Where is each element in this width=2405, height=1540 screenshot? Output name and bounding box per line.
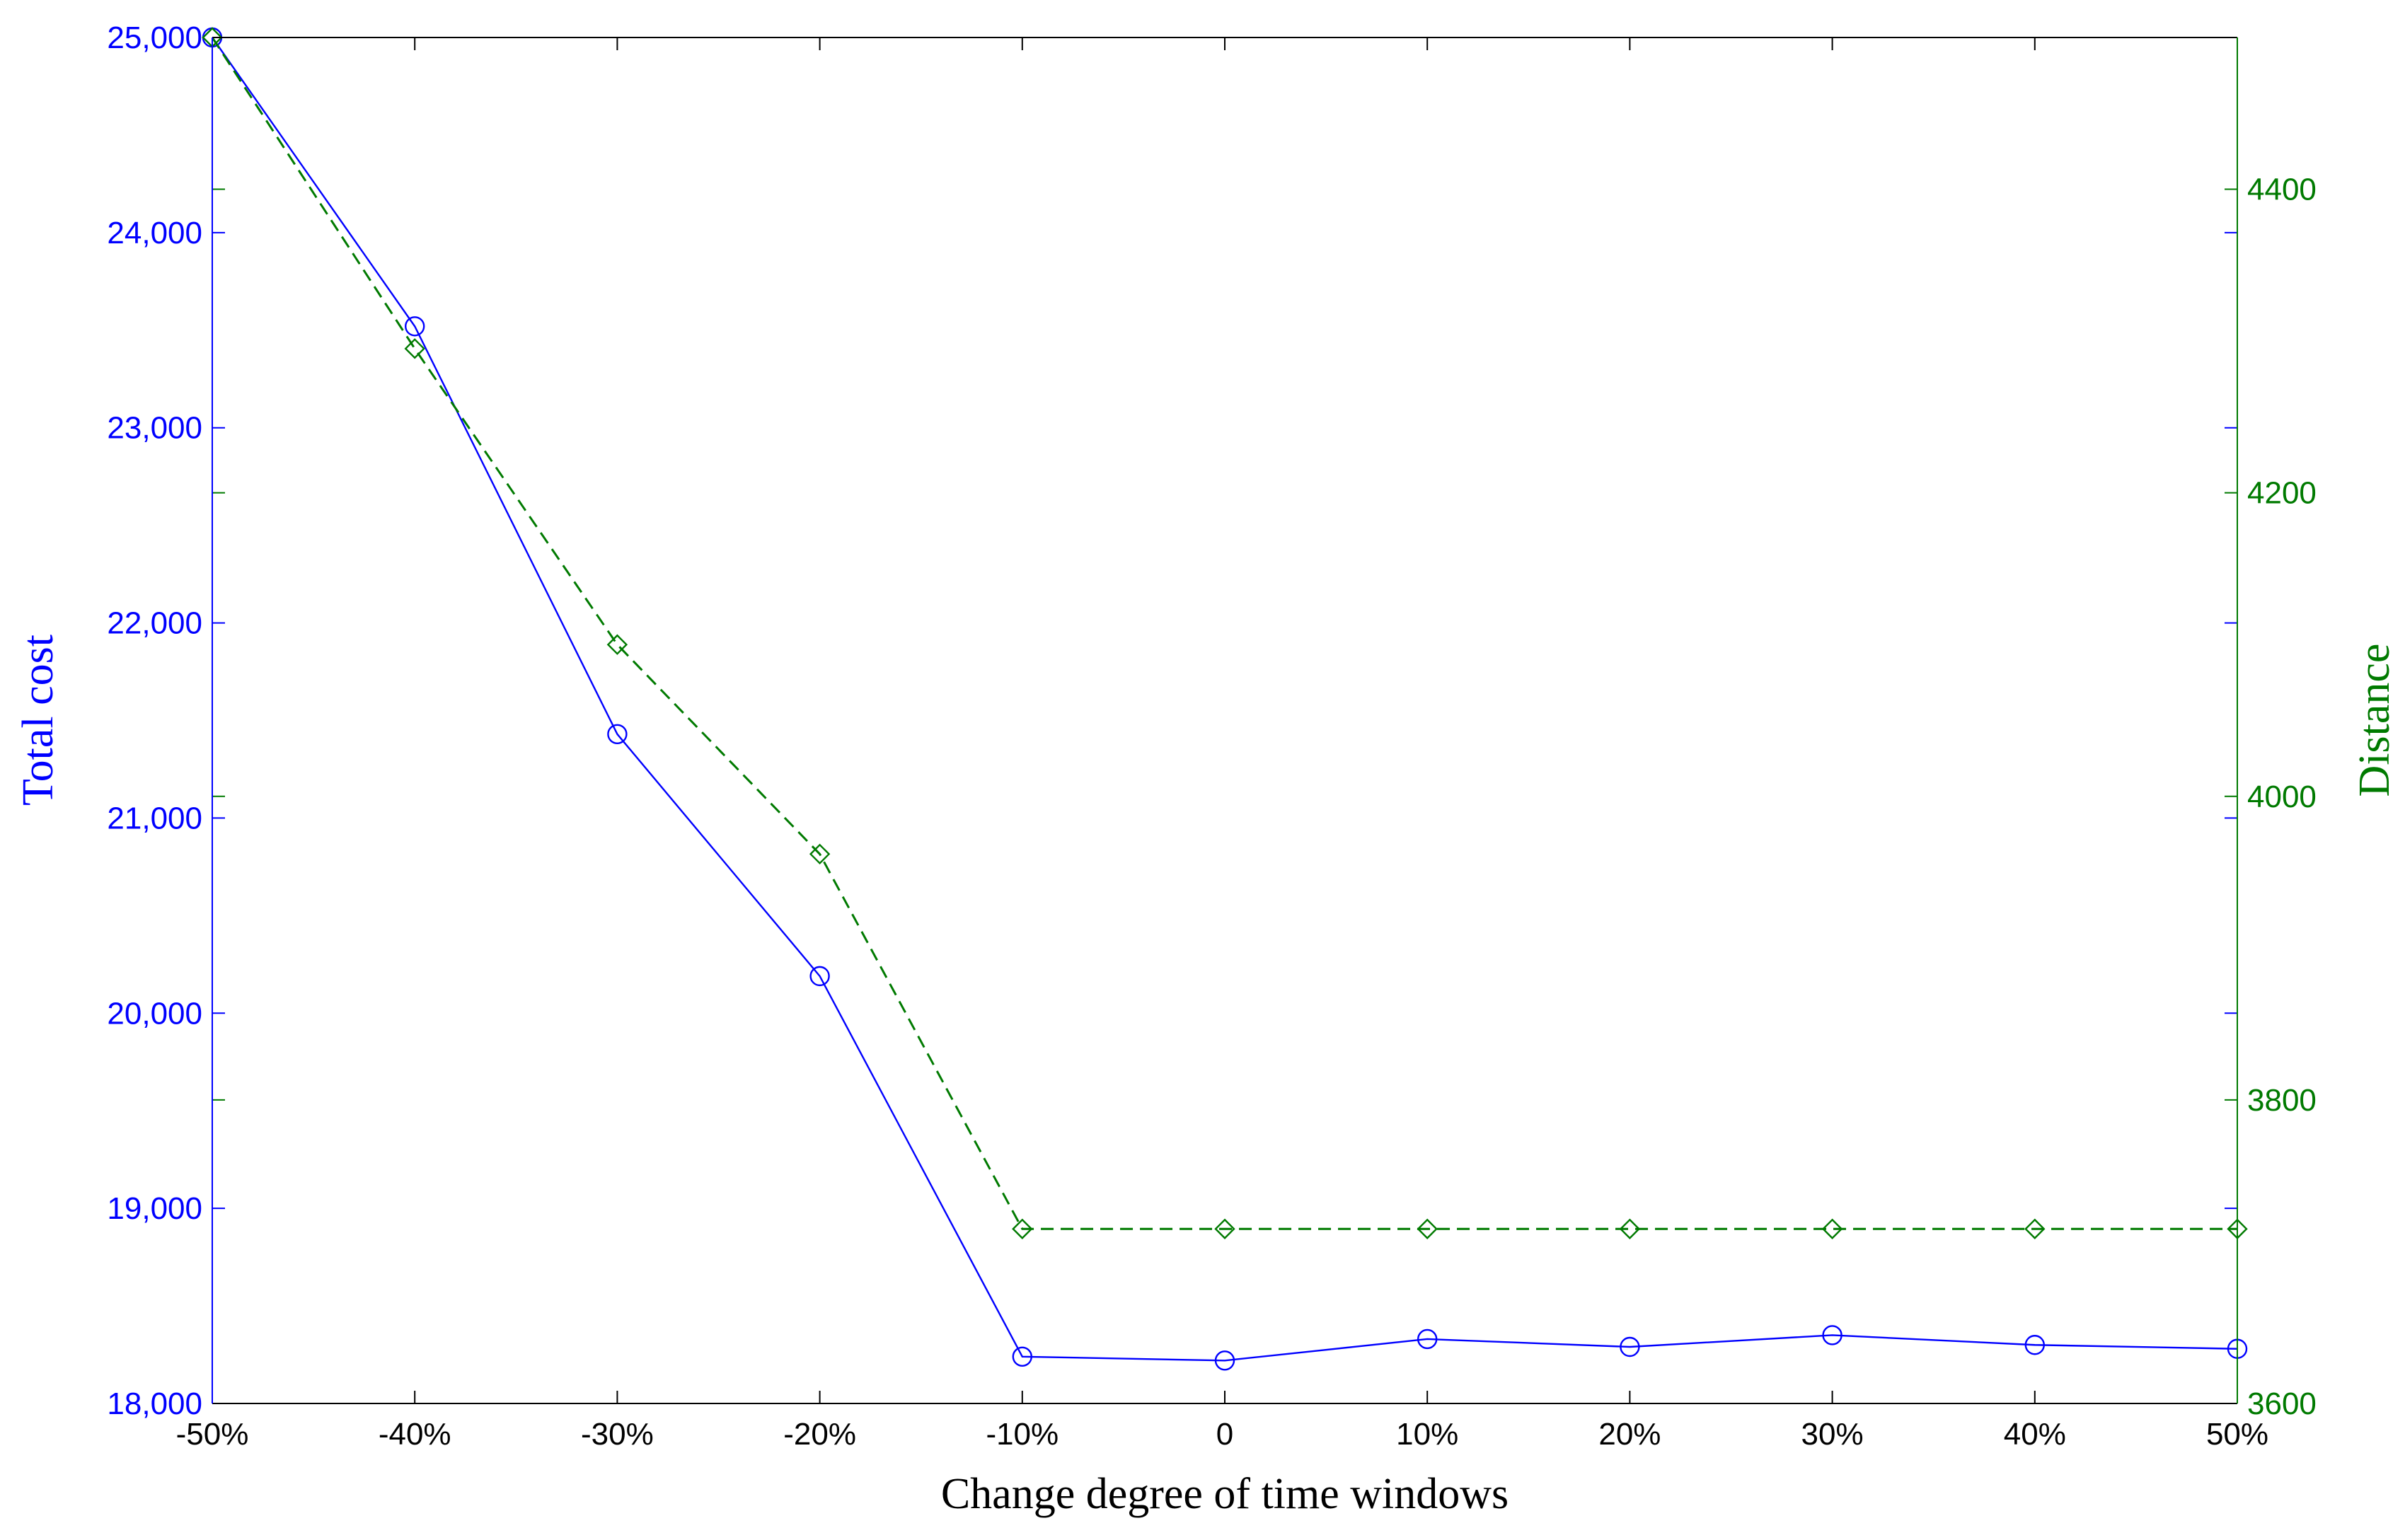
x-tick-label: -50% xyxy=(176,1417,249,1452)
labels-layer: -50% -40% -30% -20% -10% 0 10% 20% 30% 40% 50% 18,0… xyxy=(107,21,2316,1452)
series-point-circle xyxy=(1214,1350,1235,1371)
series-point-circle xyxy=(405,316,425,337)
series-point-circle xyxy=(809,966,830,987)
x-tick-label: 20% xyxy=(1598,1417,1661,1452)
x-tick-label: 50% xyxy=(2206,1417,2268,1452)
series-point-diamond xyxy=(1821,1218,1843,1239)
left-tick-label: 21,000 xyxy=(107,801,202,835)
right-tick-label: 4400 xyxy=(2247,173,2317,207)
series-point-diamond xyxy=(1417,1218,1438,1239)
x-tick-label: -20% xyxy=(783,1417,856,1452)
series-point-diamond xyxy=(2024,1218,2046,1239)
series-point-circle xyxy=(1822,1325,1842,1345)
x-tick-label: -40% xyxy=(379,1417,451,1452)
left-tick-label: 25,000 xyxy=(107,21,202,55)
series-point-diamond xyxy=(606,634,628,655)
x-tick-label: 0 xyxy=(1216,1417,1233,1452)
x-tick-label: -30% xyxy=(581,1417,654,1452)
series-point-diamond xyxy=(404,338,425,359)
series-point-diamond xyxy=(1012,1218,1033,1239)
series-line-left xyxy=(212,37,2238,1362)
x-tick-label: -10% xyxy=(986,1417,1059,1452)
series-point-circle xyxy=(2024,1335,2046,1355)
right-tick-label: 3800 xyxy=(2247,1083,2317,1118)
series-point-circle xyxy=(1417,1328,1438,1350)
left-tick-label: 22,000 xyxy=(107,606,202,641)
series-point-diamond xyxy=(1619,1218,1641,1239)
series-point-circle xyxy=(607,724,628,745)
left-tick-label: 19,000 xyxy=(107,1191,202,1226)
series-point-diamond xyxy=(809,843,831,865)
x-tick-label: 40% xyxy=(2004,1417,2066,1452)
right-tick-label: 4000 xyxy=(2247,780,2317,814)
right-axis-title: Distance xyxy=(2351,644,2399,797)
plot-area xyxy=(212,37,2237,1403)
series-point-circle xyxy=(1620,1336,1640,1357)
series-point-circle xyxy=(1012,1346,1033,1367)
left-tick-label: 18,000 xyxy=(107,1386,202,1421)
left-axis-title: Total cost xyxy=(14,635,62,806)
x-axis-title: Change degree of time windows xyxy=(941,1470,1509,1518)
x-tick-label: 10% xyxy=(1396,1417,1458,1452)
left-tick-label: 20,000 xyxy=(107,996,202,1031)
x-tick-label: 30% xyxy=(1801,1417,1864,1452)
right-tick-label: 4200 xyxy=(2247,476,2317,511)
left-tick-label: 24,000 xyxy=(107,216,202,250)
right-tick-label: 3600 xyxy=(2247,1386,2317,1421)
series-line-right xyxy=(211,37,2237,1230)
series-layer xyxy=(202,27,2248,1371)
left-tick-label: 23,000 xyxy=(107,411,202,446)
series-point-diamond xyxy=(1214,1218,1235,1239)
